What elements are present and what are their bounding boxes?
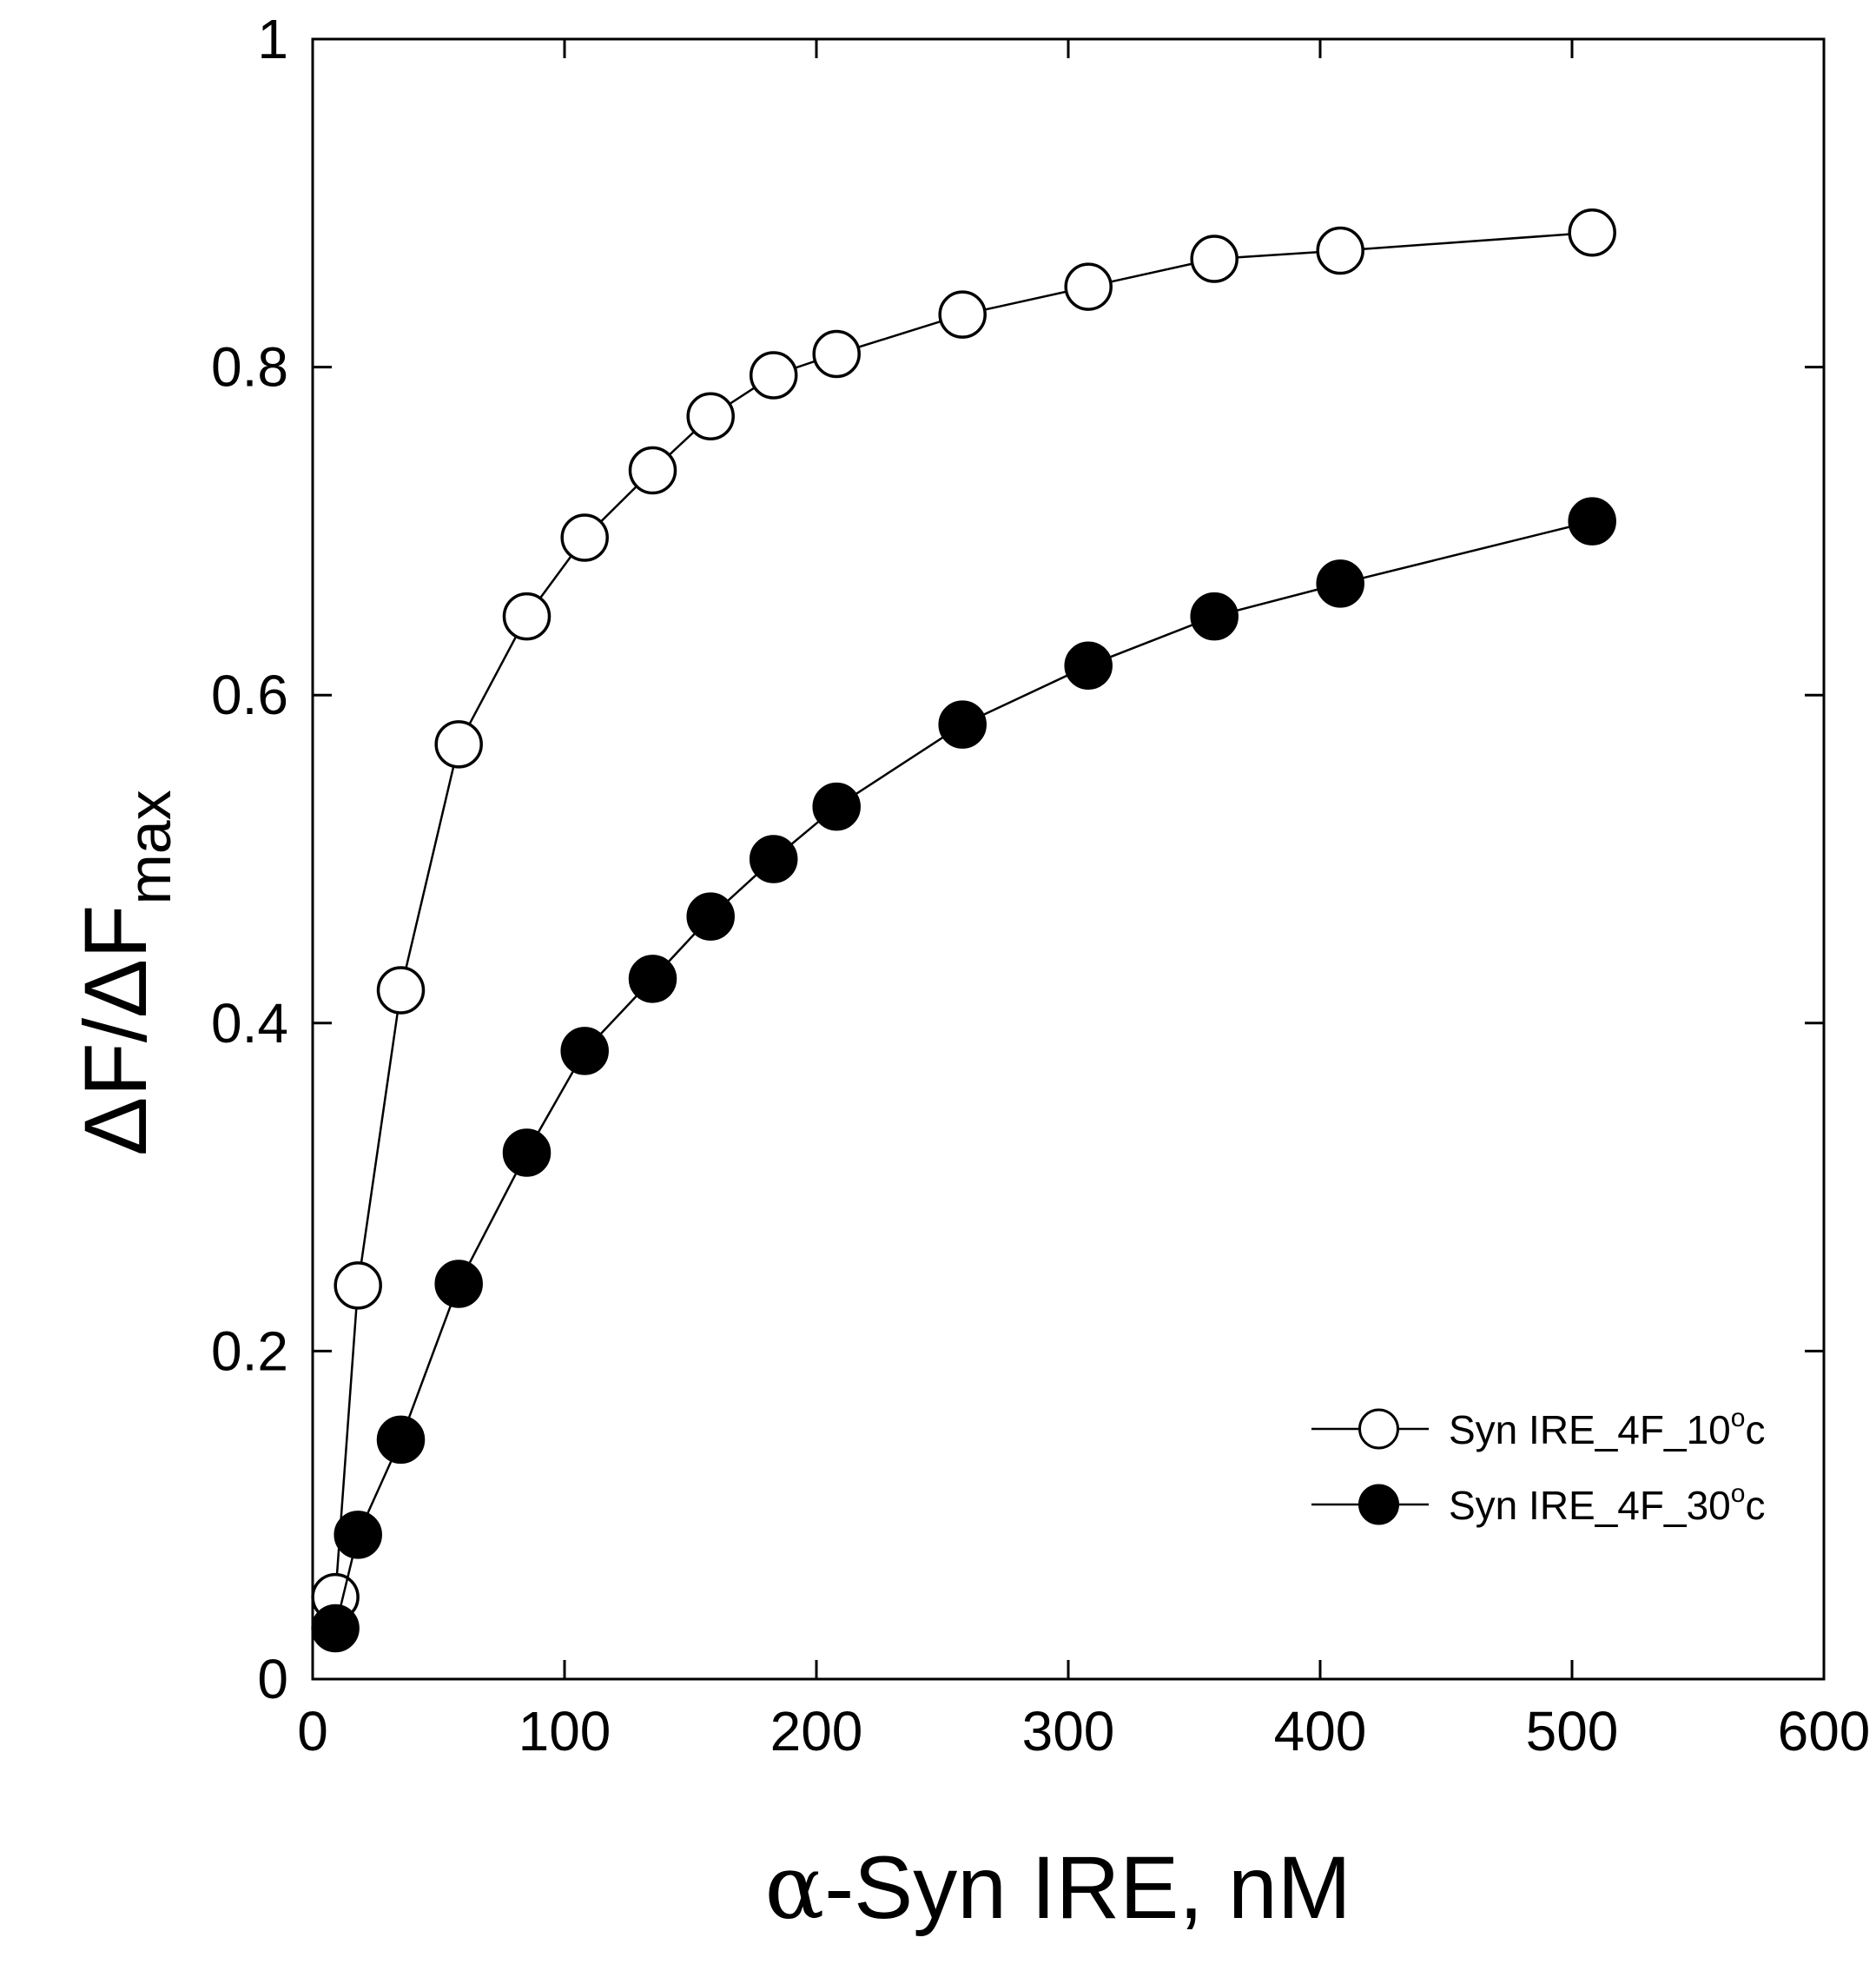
legend-entry-1: Syn IRE_4F_10oc (1311, 1404, 1765, 1452)
data-point (334, 1511, 382, 1559)
y-axis-title-subscript: max (116, 790, 183, 904)
x-tick-label: 100 (519, 1700, 611, 1762)
x-axis-title-symbol: α (764, 1836, 824, 1940)
data-point (749, 351, 798, 400)
data-point (376, 1415, 426, 1465)
data-point (1190, 235, 1239, 283)
data-point (1568, 497, 1616, 546)
legend-label-tail: c (1745, 1407, 1765, 1452)
data-point (938, 290, 987, 339)
legend-label-main: Syn IRE_4F_30 (1449, 1483, 1731, 1528)
data-point (311, 1604, 360, 1653)
data-point (628, 446, 677, 495)
data-point (560, 513, 609, 562)
data-point (502, 592, 552, 641)
data-point (1568, 208, 1616, 257)
x-axis-title: α-Syn IRE, nM (764, 1836, 1351, 1940)
legend-label-degree: o (1731, 1479, 1746, 1508)
data-point (1190, 592, 1239, 641)
data-point (1064, 262, 1113, 311)
x-tick-label: 600 (1778, 1700, 1871, 1762)
x-tick-label: 0 (297, 1700, 328, 1762)
legend-label-degree: o (1731, 1404, 1746, 1432)
data-point (334, 1261, 382, 1310)
legend-marker (1358, 1484, 1399, 1525)
x-tick-label: 400 (1274, 1700, 1367, 1762)
data-point (376, 966, 426, 1015)
data-point (1064, 641, 1113, 690)
data-point (628, 955, 677, 1003)
y-tick-label: 0.8 (211, 336, 288, 399)
y-tick-label: 0.4 (211, 992, 288, 1055)
data-point (434, 720, 483, 769)
legend-label: Syn IRE_4F_10oc (1449, 1404, 1765, 1452)
data-point (812, 782, 861, 831)
x-tick-label: 500 (1526, 1700, 1619, 1762)
data-point (1316, 226, 1364, 275)
legend-label: Syn IRE_4F_30oc (1449, 1479, 1765, 1528)
data-point (502, 1128, 552, 1177)
axes: 0 100 200 300 400 500 600 0 0.2 0.4 0.6 0.8 1 (211, 8, 1870, 1762)
y-tick-label: 0.6 (211, 664, 288, 726)
y-tick-label: 1 (257, 8, 288, 70)
data-point (686, 392, 735, 440)
x-tick-label: 200 (770, 1700, 863, 1762)
series-layer (311, 208, 1616, 1653)
y-tick-label: 0 (257, 1648, 288, 1710)
series-1 (311, 208, 1616, 1622)
data-point (749, 835, 798, 883)
y-tick-label: 0.2 (211, 1319, 288, 1382)
series-2 (311, 497, 1616, 1653)
x-tick-label: 300 (1022, 1700, 1115, 1762)
legend-marker (1358, 1408, 1399, 1450)
legend-label-tail: c (1745, 1483, 1765, 1528)
legend-label-main: Syn IRE_4F_10 (1449, 1407, 1731, 1452)
data-point (560, 1027, 609, 1075)
data-point (434, 1260, 483, 1308)
y-axis-title-main: ΔF/ΔF (66, 905, 165, 1156)
x-axis-title-text: -Syn IRE, nM (824, 1838, 1351, 1937)
data-point (812, 329, 861, 379)
data-point (1316, 559, 1364, 608)
data-point (938, 700, 987, 749)
data-point (686, 892, 735, 941)
y-axis-title: ΔF/ΔFmax (66, 790, 183, 1155)
legend-entry-2: Syn IRE_4F_30oc (1311, 1479, 1765, 1528)
